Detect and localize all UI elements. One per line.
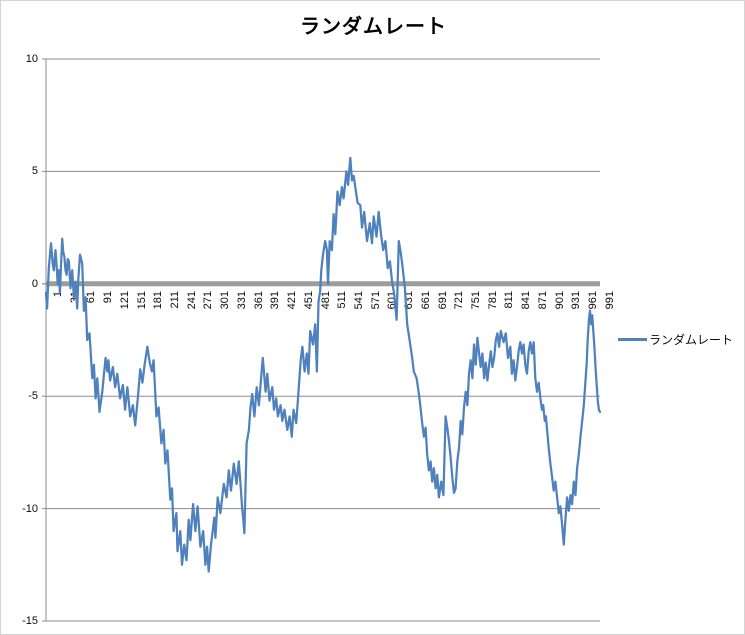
x-tick-label: 901 (553, 291, 566, 310)
x-tick-label: 451 (302, 291, 315, 310)
x-tick-label: 841 (520, 291, 533, 310)
x-tick-label: 1 (52, 291, 64, 298)
x-tick-label: 271 (202, 291, 215, 310)
y-tick-label: 0 (31, 277, 38, 290)
series-line[interactable] (44, 156, 602, 573)
legend-line-swatch-icon (618, 338, 647, 341)
x-tick-label: 331 (235, 291, 248, 310)
x-tick-label: 691 (436, 291, 449, 310)
x-tick-label: 661 (419, 291, 432, 310)
legend-label: ランダムレート (649, 333, 734, 347)
x-tick-label: 121 (118, 291, 131, 310)
y-tick-label: 10 (25, 53, 38, 65)
y-tick-label: -15 (22, 615, 38, 627)
x-tick-label: 31 (68, 291, 81, 304)
x-tick-label: 961 (587, 291, 600, 310)
x-tick-label: 391 (269, 291, 282, 310)
x-tick-label: 631 (403, 291, 416, 310)
x-tick-label: 751 (470, 291, 482, 310)
x-tick-label: 601 (386, 291, 399, 310)
x-tick-label: 301 (219, 291, 232, 310)
x-tick-label: 871 (536, 291, 549, 310)
x-tick-label: 511 (336, 291, 349, 309)
x-tick-label: 361 (252, 291, 265, 310)
x-tick-label: 811 (503, 291, 516, 309)
x-tick-label: 781 (486, 291, 499, 310)
x-tick-label: 721 (453, 291, 466, 310)
x-tick-label: 61 (85, 291, 98, 304)
x-tick-label: 151 (135, 291, 148, 310)
y-tick-label: 5 (31, 165, 38, 178)
x-tick-label: 481 (319, 291, 332, 310)
x-tick-label: 991 (603, 291, 616, 310)
legend[interactable]: ランダムレート (618, 331, 733, 348)
chart-title: ランダムレート (300, 16, 447, 38)
x-tick-label: 241 (185, 291, 198, 310)
y-tick-label: -5 (28, 390, 38, 403)
x-tick-label: 211 (169, 291, 182, 309)
y-tick-label: -10 (22, 502, 38, 515)
x-tick-label: 421 (286, 291, 299, 310)
x-tick-label: 571 (369, 291, 382, 310)
x-tick-label: 181 (152, 291, 165, 310)
x-tick-label: 541 (352, 291, 365, 310)
x-tick-label: 931 (570, 291, 583, 310)
x-tick-label: 91 (102, 291, 115, 304)
